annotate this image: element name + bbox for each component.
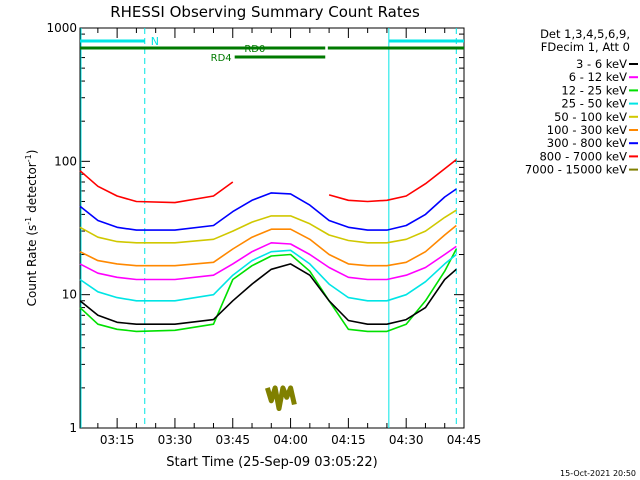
legend-entry-label: 6 - 12 keV bbox=[569, 70, 627, 84]
series-lines bbox=[79, 158, 458, 411]
x-tick-label: 03:45 bbox=[215, 433, 250, 447]
y-tick-label: 1 bbox=[69, 421, 77, 435]
y-tick-label: 100 bbox=[54, 154, 77, 168]
rd0-label: RD0 bbox=[244, 44, 265, 55]
chart-title: RHESSI Observing Summary Count Rates bbox=[110, 3, 420, 21]
series-line bbox=[265, 385, 297, 411]
legend-entry-label: 25 - 50 keV bbox=[561, 97, 627, 111]
legend-entry-label: 100 - 300 keV bbox=[547, 123, 627, 137]
y-label-sup2: -1 bbox=[24, 154, 33, 162]
plot-frame bbox=[79, 27, 465, 429]
series-line bbox=[79, 158, 457, 204]
legend-entry-label: 800 - 7000 keV bbox=[539, 149, 627, 163]
legend-entry-label: 12 - 25 keV bbox=[561, 83, 627, 97]
status-bars: N RD0 RD4 bbox=[80, 35, 464, 64]
plot-area: 1 10 100 1000 03:15 03:30 03:45 04:00 04:15 04:3… bbox=[46, 21, 481, 447]
y-tick-label: 10 bbox=[62, 288, 77, 302]
legend-entry-label: 3 - 6 keV bbox=[576, 57, 627, 71]
y-label-part: Count Rate (s bbox=[25, 225, 39, 307]
legend-header-line: Det 1,3,4,5,6,9, bbox=[540, 27, 630, 41]
x-tick-label: 04:30 bbox=[389, 433, 424, 447]
series-line bbox=[79, 263, 457, 325]
y-label-sup1: -1 bbox=[24, 217, 33, 225]
series-line bbox=[79, 248, 458, 333]
y-label-end: ) bbox=[25, 150, 39, 155]
series-line bbox=[79, 224, 457, 267]
y-axis-ticks: 1 10 100 1000 bbox=[46, 21, 464, 435]
x-axis-label: Start Time (25-Sep-09 03:05:22) bbox=[166, 455, 377, 470]
y-tick-label: 1000 bbox=[46, 21, 77, 35]
series-line bbox=[79, 242, 457, 281]
legend-entry-label: 300 - 800 keV bbox=[547, 136, 627, 150]
legend-entry-label: 7000 - 15000 keV bbox=[525, 163, 627, 177]
x-tick-label: 04:15 bbox=[331, 433, 366, 447]
time-markers bbox=[80, 28, 457, 428]
x-tick-label: 04:45 bbox=[447, 433, 482, 447]
x-tick-label: 03:15 bbox=[100, 433, 135, 447]
legend-entry-label: 50 - 100 keV bbox=[554, 110, 627, 124]
rd4-label: RD4 bbox=[211, 53, 232, 64]
series-line bbox=[79, 249, 457, 302]
legend: Det 1,3,4,5,6,9, FDecim 1, Att 0 3 - 6 k… bbox=[525, 27, 638, 177]
y-label-mid: detector bbox=[25, 162, 39, 217]
x-axis-ticks: 03:15 03:30 03:45 04:00 04:15 04:30 04:45 bbox=[97, 28, 482, 447]
x-tick-label: 03:30 bbox=[158, 433, 193, 447]
series-line bbox=[79, 209, 457, 244]
series-line bbox=[79, 188, 457, 231]
x-tick-label: 04:00 bbox=[273, 433, 308, 447]
night-label: N bbox=[151, 35, 159, 48]
y-axis-label: Count Rate (s-1 detector-1) bbox=[24, 150, 39, 307]
footer-date: 15-Oct-2021 20:50 bbox=[560, 469, 636, 478]
legend-header-line: FDecim 1, Att 0 bbox=[541, 40, 630, 54]
